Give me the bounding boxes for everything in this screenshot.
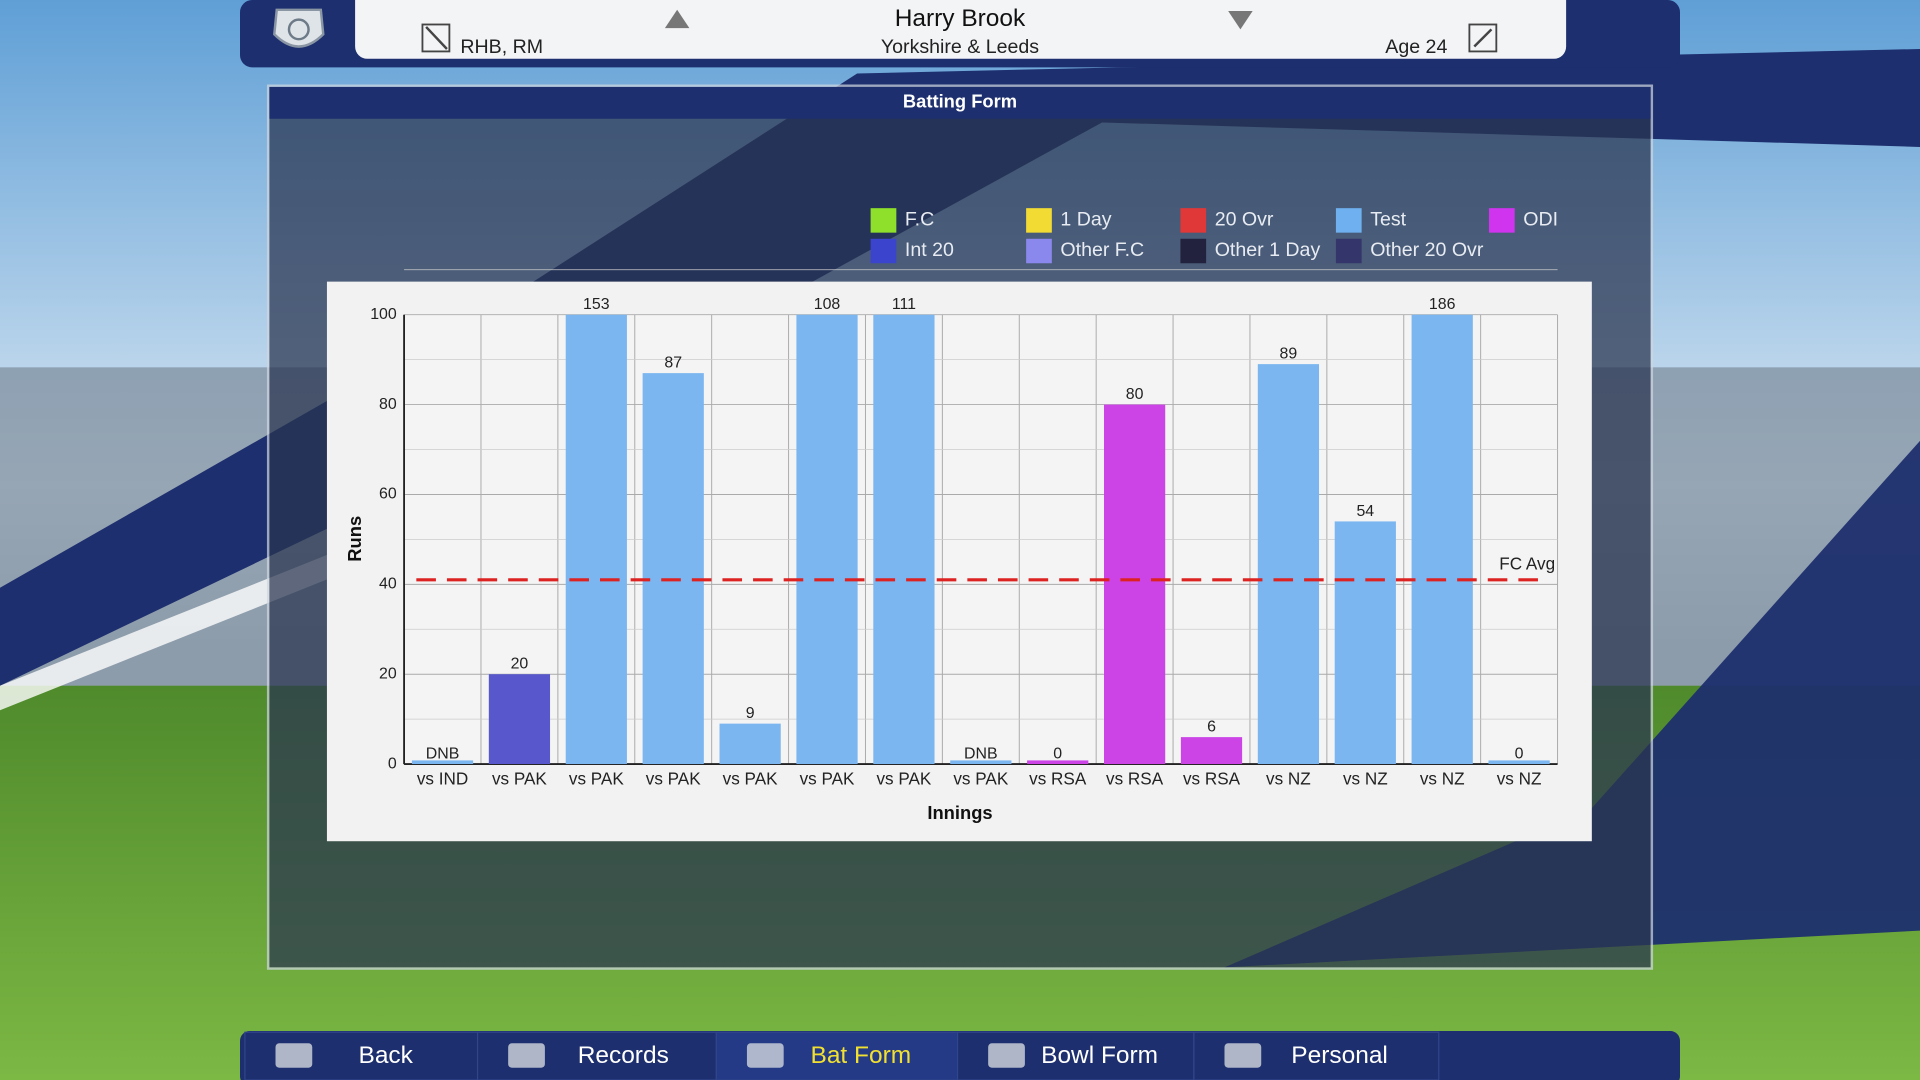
bar-value-label: 80 [1126, 386, 1144, 403]
x-tick-label: vs NZ [1420, 769, 1465, 789]
x-tick-label: vs PAK [876, 769, 931, 789]
legend-label: ODI [1523, 209, 1558, 231]
x-tick-label: vs RSA [1106, 769, 1164, 789]
y-tick-label: 40 [379, 576, 397, 593]
nav-bar: Back Records Bat Form Bowl Form Personal [240, 1031, 1680, 1080]
bar-value-label: 153 [583, 296, 610, 313]
legend-swatch [870, 238, 897, 264]
header-bar: RHB, RM Harry Brook Yorkshire & Leeds Ag… [240, 0, 1680, 68]
nav-button[interactable]: Back [244, 1031, 479, 1080]
y-tick-label: 80 [379, 396, 397, 413]
legend-label: Other 1 Day [1215, 239, 1321, 261]
x-tick-label: vs PAK [492, 769, 547, 789]
y-tick-label: 0 [388, 755, 397, 772]
legend-swatch [1026, 238, 1052, 264]
player-age: Age 24 [1385, 36, 1447, 58]
bar [1488, 760, 1550, 765]
legend-label: Other 20 Ovr [1370, 239, 1484, 261]
x-tick-label: vs IND [417, 769, 468, 789]
player-role: RHB, RM [460, 36, 543, 58]
bar [1411, 314, 1473, 765]
bar [488, 674, 551, 765]
nav-icon [1224, 1043, 1262, 1068]
bar [642, 373, 704, 765]
x-tick-label: vs PAK [800, 769, 855, 789]
bar-value-label: 186 [1429, 296, 1456, 313]
legend-label: Other F.C [1060, 239, 1144, 261]
nav-label: Back [359, 1042, 414, 1069]
bar [565, 314, 627, 765]
nav-icon [746, 1043, 784, 1068]
bar-value-label: 87 [664, 355, 682, 372]
bar [1334, 521, 1396, 765]
legend-swatch [1335, 208, 1362, 233]
x-tick-label: vs NZ [1343, 769, 1388, 789]
x-axis-label: Innings [927, 802, 992, 823]
bar [719, 723, 781, 765]
bar-empty [950, 760, 1012, 765]
bar-value-label: 89 [1280, 346, 1298, 363]
legend-label: Test [1370, 209, 1406, 231]
reference-line-label: FC Avg [1499, 554, 1555, 574]
player-name: Harry Brook [895, 5, 1026, 32]
nav-label: Records [578, 1042, 669, 1069]
bar-empty [411, 760, 474, 765]
bar-value-label: DNB [426, 745, 460, 762]
legend-label: F.C [905, 209, 934, 231]
nav-label: Personal [1291, 1042, 1388, 1069]
player-team: Yorkshire & Leeds [881, 36, 1039, 58]
legend-swatch [1180, 208, 1207, 233]
y-tick-label: 60 [379, 486, 397, 503]
nav-button[interactable]: Bowl Form [956, 1031, 1195, 1080]
nav-button[interactable]: Bat Form [715, 1031, 959, 1080]
nav-label: Bat Form [811, 1042, 912, 1069]
bar [1027, 760, 1089, 765]
legend-swatch [1180, 238, 1207, 264]
nav-label: Bowl Form [1041, 1042, 1158, 1069]
bars [411, 314, 1550, 765]
bar-value-label: 54 [1356, 503, 1374, 520]
legend-swatch [1335, 238, 1362, 264]
nav-button[interactable]: Personal [1193, 1031, 1440, 1080]
bar [1257, 364, 1320, 765]
legend-label: 20 Ovr [1215, 209, 1274, 231]
bar-value-label: 108 [814, 296, 841, 313]
x-tick-label: vs NZ [1266, 769, 1311, 789]
x-tick-label: vs RSA [1029, 769, 1087, 789]
legend-label: Int 20 [905, 239, 954, 261]
bar-value-label: 0 [1515, 745, 1524, 762]
x-tick-label: vs PAK [953, 769, 1008, 789]
x-tick-label: vs PAK [569, 769, 624, 789]
bar-value-label: 9 [746, 705, 755, 722]
x-tick-label: vs PAK [723, 769, 778, 789]
nav-icon [988, 1043, 1025, 1068]
nav-icon [508, 1043, 545, 1068]
legend-label: 1 Day [1060, 209, 1111, 231]
bar-value-label: 6 [1207, 719, 1216, 736]
y-tick-label: 100 [370, 306, 397, 323]
bar-value-label: 0 [1053, 745, 1062, 762]
x-tick-label: vs RSA [1183, 769, 1241, 789]
y-tick-label: 20 [379, 665, 397, 682]
legend-swatch [870, 208, 897, 233]
bar-value-label: DNB [964, 745, 998, 762]
y-axis-label: Runs [344, 516, 365, 562]
bar [796, 314, 858, 765]
bar [873, 314, 935, 765]
bar-value-label: 20 [511, 656, 529, 673]
x-tick-label: vs NZ [1497, 769, 1542, 789]
nav-button[interactable]: Records [476, 1031, 717, 1080]
panel-title: Batting Form [903, 91, 1017, 112]
bar [1104, 404, 1166, 765]
bar [1180, 737, 1243, 765]
x-tick-label: vs PAK [646, 769, 701, 789]
bar-value-label: 111 [892, 296, 916, 313]
legend-swatch [1488, 208, 1515, 233]
nav-icon [275, 1043, 313, 1068]
legend-swatch [1026, 208, 1052, 233]
